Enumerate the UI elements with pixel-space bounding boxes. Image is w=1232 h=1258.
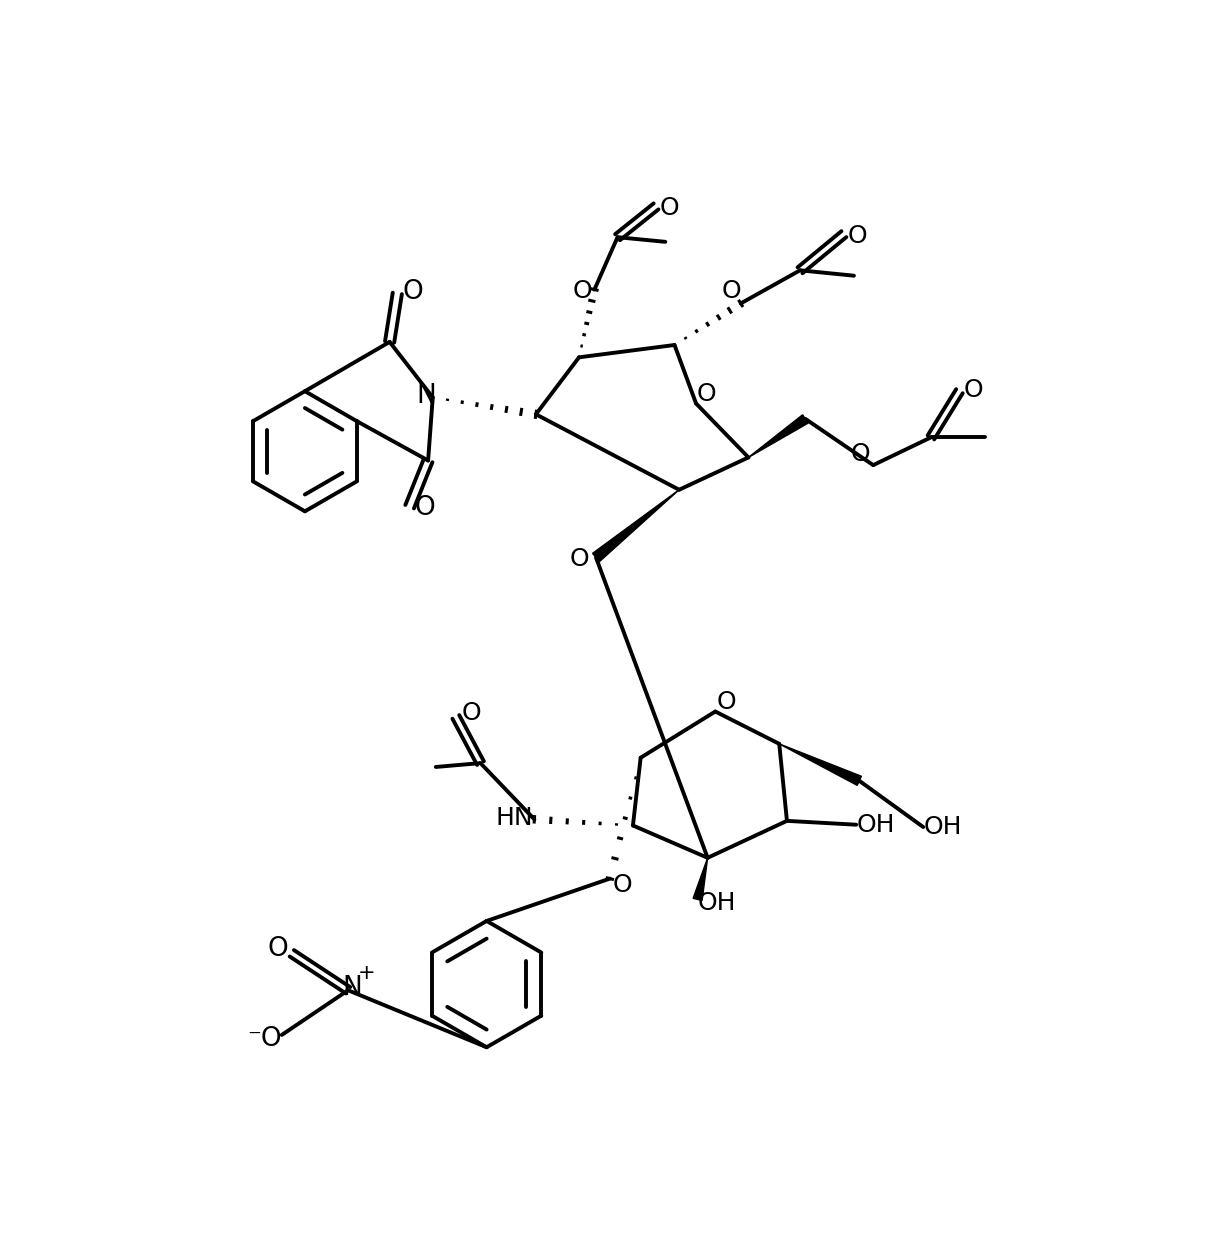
- Text: O: O: [267, 936, 288, 962]
- Text: OH: OH: [923, 815, 962, 839]
- Text: N: N: [416, 382, 436, 409]
- Text: O: O: [848, 224, 867, 248]
- Text: O: O: [403, 279, 423, 304]
- Text: HN: HN: [495, 806, 533, 830]
- Text: OH: OH: [856, 813, 894, 837]
- Polygon shape: [593, 489, 679, 562]
- Text: OH: OH: [697, 891, 737, 916]
- Text: O: O: [716, 691, 736, 715]
- Text: O: O: [573, 279, 591, 303]
- Text: N: N: [342, 975, 362, 1001]
- Text: O: O: [462, 701, 480, 725]
- Text: O: O: [415, 496, 435, 521]
- Text: O: O: [612, 873, 632, 897]
- Text: +: +: [357, 964, 376, 984]
- Polygon shape: [780, 743, 861, 785]
- Text: O: O: [697, 382, 717, 406]
- Text: O: O: [963, 377, 983, 401]
- Polygon shape: [694, 858, 707, 901]
- Text: O: O: [722, 279, 742, 303]
- Polygon shape: [749, 415, 808, 458]
- Text: O: O: [851, 442, 871, 465]
- Text: O: O: [660, 196, 680, 220]
- Text: ⁻O: ⁻O: [248, 1025, 282, 1052]
- Text: O: O: [569, 547, 589, 571]
